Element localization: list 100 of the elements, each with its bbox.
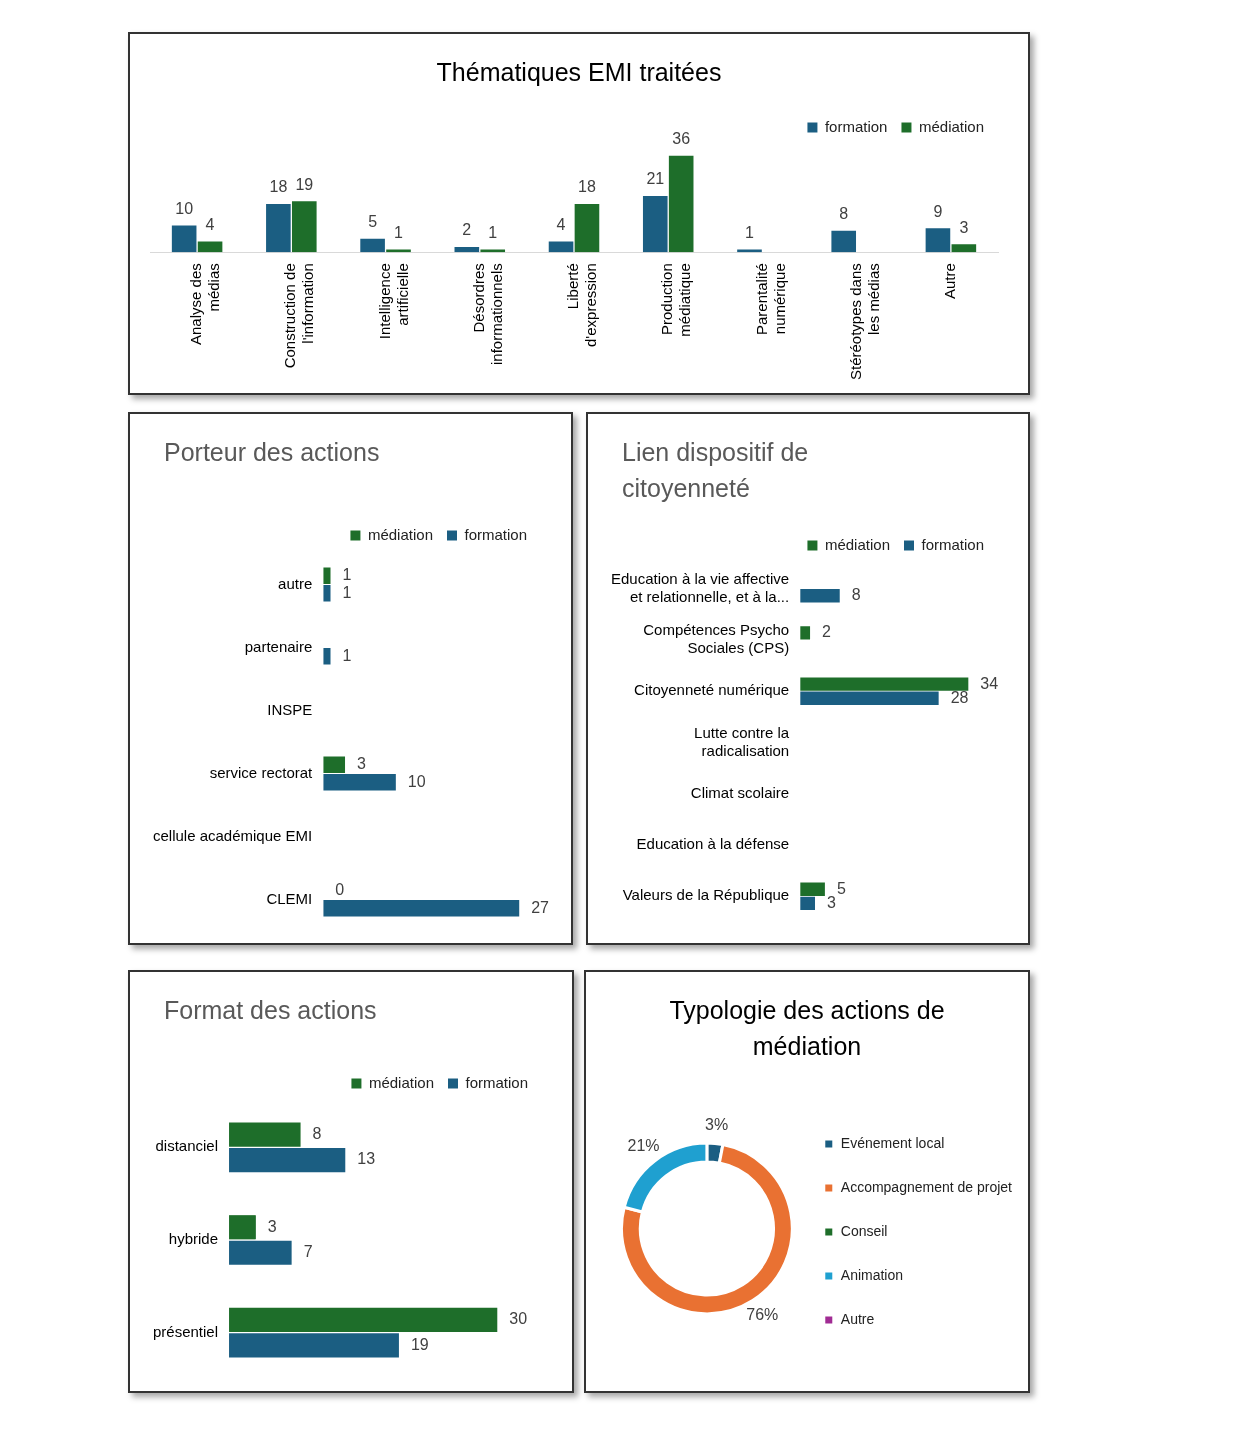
x-tick-label: Parentalité numérique — [752, 263, 788, 335]
y-tick-label: partenaire — [244, 637, 313, 655]
x-tick-label: Analyse des médias — [187, 263, 223, 345]
y-tick-label: Climat scolaire — [690, 783, 790, 801]
data-label: 18 — [269, 178, 288, 196]
data-label: 3 — [357, 755, 367, 773]
bar — [800, 589, 840, 603]
data-label: 8 — [851, 586, 861, 604]
legend-label: formation — [824, 117, 888, 135]
bar — [229, 1122, 301, 1147]
bar — [454, 246, 480, 253]
legend-label: médiation — [367, 525, 433, 543]
legend-label: médiation — [824, 535, 890, 553]
legend-label: médiation — [918, 117, 985, 135]
y-tick-label: CLEMI — [266, 889, 313, 907]
bar — [197, 241, 223, 253]
data-label: 34 — [980, 674, 999, 692]
data-label: 30 — [509, 1310, 528, 1328]
bar — [800, 896, 816, 911]
y-tick-label: Lutte contre la radicalisation — [694, 723, 790, 759]
bar — [229, 1333, 399, 1358]
data-label: 10 — [175, 199, 194, 217]
data-label: 1 — [342, 583, 352, 601]
bar — [323, 647, 331, 665]
data-label: 5 — [368, 213, 378, 231]
data-label: 1 — [745, 223, 755, 241]
chart-title: Porteur des actions — [164, 437, 381, 468]
bar — [291, 201, 317, 253]
bar — [951, 244, 977, 253]
bar — [831, 230, 857, 253]
y-tick-label: hybride — [168, 1230, 219, 1248]
bar — [800, 691, 939, 705]
bar — [323, 773, 396, 791]
legend-label: formation — [921, 535, 984, 553]
data-label: 28 — [950, 688, 969, 706]
legend-label: formation — [464, 525, 527, 543]
chart-title: Typologie des actions de médiation — [668, 995, 946, 1062]
bar — [266, 203, 291, 253]
data-label: 5 — [836, 879, 846, 897]
bar — [229, 1240, 292, 1265]
data-label: 3 — [267, 1217, 277, 1235]
legend-label: médiation — [368, 1073, 434, 1091]
bar — [574, 203, 600, 253]
bar — [800, 677, 969, 691]
bar — [360, 238, 385, 253]
y-tick-label: Citoyenneté numérique — [634, 681, 790, 699]
data-label: 7 — [303, 1243, 313, 1261]
data-label: 21 — [646, 170, 665, 188]
bar — [800, 626, 811, 640]
data-label: 4 — [205, 215, 215, 233]
chart-title: Thématiques EMI traitées — [435, 57, 723, 88]
y-tick-label: autre — [278, 574, 313, 592]
data-label: 2 — [462, 221, 472, 239]
data-label: 36 — [672, 130, 691, 148]
y-tick-label: INSPE — [267, 700, 313, 718]
data-label: 1 — [394, 223, 404, 241]
data-label: 2 — [822, 623, 832, 641]
chart-title: Format des actions — [164, 995, 378, 1026]
bar — [548, 241, 574, 253]
x-tick-label: Intelligence artificielle — [375, 263, 411, 340]
y-tick-label: service rectorat — [209, 763, 314, 781]
data-label: 8 — [312, 1125, 322, 1142]
data-label: 76% — [746, 1306, 779, 1324]
legend-label: Animation — [840, 1266, 904, 1283]
data-label: 3 — [959, 218, 969, 236]
y-tick-label: cellule académique EMI — [152, 826, 313, 844]
data-label: 19 — [410, 1335, 429, 1353]
data-label: 27 — [531, 898, 550, 916]
x-tick-label: Production médiatique — [658, 263, 694, 337]
data-label: 18 — [578, 178, 596, 196]
legend-label: Accompagnement de projet — [840, 1178, 1013, 1195]
legend-label: Autre — [840, 1310, 875, 1327]
y-tick-label: Education à la vie affective et relationnelle, et à la... — [611, 569, 790, 605]
y-tick-label: Valeurs de la République — [622, 886, 790, 904]
legend-label: Evénement local — [840, 1134, 945, 1151]
y-tick-label: Education à la défense — [636, 835, 790, 853]
bar — [925, 228, 951, 253]
y-tick-label: Compétences Psycho Sociales (CPS) — [643, 621, 790, 657]
data-label: 3 — [827, 893, 837, 911]
y-tick-label: présentiel — [152, 1322, 219, 1340]
data-label: 0 — [335, 881, 345, 899]
y-tick-label: distanciel — [155, 1137, 219, 1155]
data-label: 19 — [295, 175, 314, 193]
x-tick-label: Autre — [941, 263, 959, 300]
bar — [323, 584, 331, 602]
bar — [668, 155, 694, 253]
bar — [229, 1147, 346, 1173]
data-label: 10 — [407, 772, 426, 790]
data-label: 21% — [627, 1137, 660, 1155]
data-label: 3% — [705, 1115, 729, 1133]
data-label: 4 — [556, 215, 566, 233]
x-tick-label: Stéréotypes dans les médias — [846, 263, 882, 381]
chart-title: Lien dispositif de citoyenneté — [622, 437, 810, 504]
legend-label: formation — [465, 1073, 528, 1091]
data-label: 8 — [839, 205, 849, 223]
data-label: 9 — [933, 202, 943, 220]
data-label: 1 — [342, 566, 352, 584]
data-label: 13 — [357, 1150, 376, 1168]
bar — [642, 195, 668, 253]
bar — [323, 899, 520, 917]
